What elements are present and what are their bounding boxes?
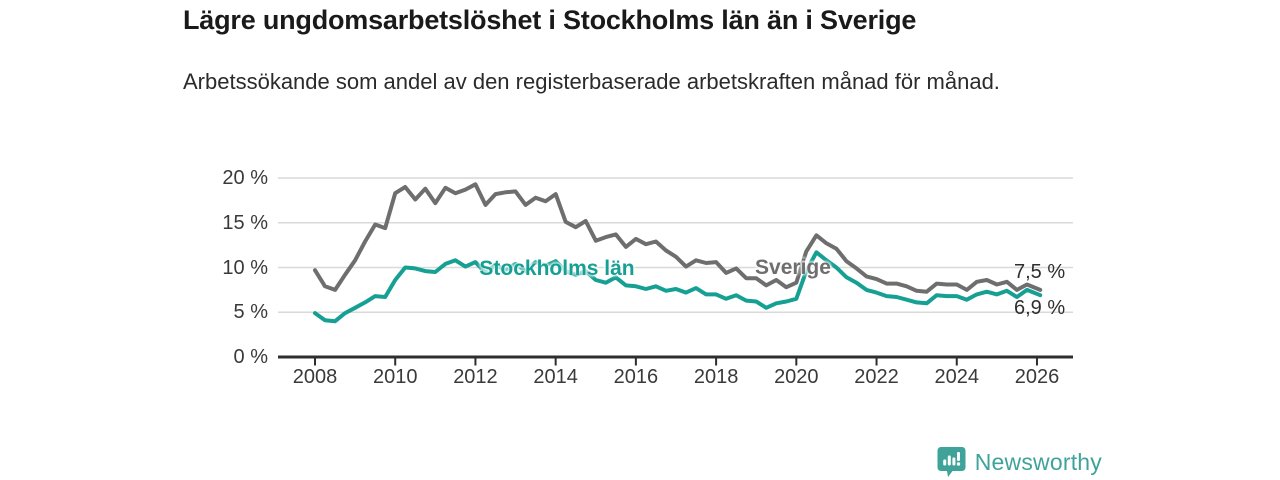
x-axis-label: 2022 xyxy=(854,366,899,388)
x-axis-label: 2024 xyxy=(934,366,980,388)
x-axis-label: 2014 xyxy=(533,366,578,388)
x-axis-label: 2016 xyxy=(613,366,659,388)
end-label-sverige: 7,5 % xyxy=(1014,261,1066,283)
brand-footer: Newsworthy xyxy=(937,445,1102,479)
y-axis-label: 20 % xyxy=(222,167,268,189)
y-axis-label: 0 % xyxy=(233,346,268,368)
y-axis-label: 5 % xyxy=(233,301,268,324)
page-title: Lägre ungdomsarbetslöshet i Stockholms l… xyxy=(183,5,917,35)
x-axis-label: 2018 xyxy=(693,366,739,388)
x-axis-label: 2012 xyxy=(453,366,498,388)
end-label-stockholms-lan: 6,9 % xyxy=(1014,297,1066,319)
newsworthy-logo-icon xyxy=(937,447,966,477)
series-label-stockholms-lan: Stockholms län xyxy=(479,257,635,280)
x-axis-label: 2020 xyxy=(774,366,819,388)
x-axis-label: 2008 xyxy=(292,366,338,388)
chart-subtitle: Arbetssökande som andel av den registerb… xyxy=(183,69,1000,94)
x-axis-label: 2026 xyxy=(1014,366,1060,388)
x-axis-label: 2010 xyxy=(372,366,418,388)
y-axis-label: 10 % xyxy=(222,256,268,279)
series-line-stockholms-lan xyxy=(313,250,1043,324)
series-label-sverige: Sverige xyxy=(755,256,831,279)
y-axis-label: 15 % xyxy=(222,211,268,234)
brand-name: Newsworthy xyxy=(974,448,1102,475)
series-line-sverige xyxy=(313,182,1043,294)
